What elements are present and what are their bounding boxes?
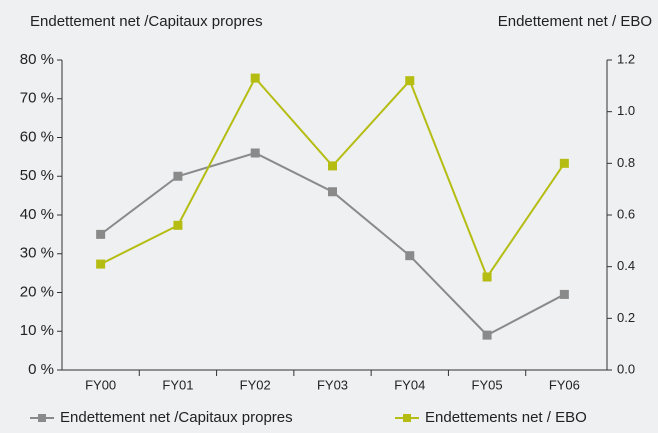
point [250, 148, 260, 158]
legend-marker [38, 414, 46, 422]
y-tick-label: 30 % [20, 245, 54, 262]
series-line [100, 151, 565, 337]
point [559, 289, 569, 299]
x-tick-label: FY02 [240, 377, 271, 392]
point [96, 229, 106, 239]
point [173, 171, 183, 181]
y2-tick-label: 0.4 [617, 258, 635, 273]
point [482, 272, 492, 282]
x-tick-label: FY00 [85, 377, 116, 392]
y-tick-label: 60 % [20, 128, 54, 145]
y2-tick-label: 1.0 [617, 103, 635, 118]
point [405, 251, 415, 261]
y2-tick-label: 0.2 [617, 310, 635, 325]
y2-tick-label: 0.6 [617, 206, 635, 221]
y-tick-label: 10 % [20, 322, 54, 339]
x-tick-label: FY01 [162, 377, 193, 392]
point [328, 187, 337, 197]
x-tick-label: FY03 [317, 377, 348, 392]
legend-label: Endettement net /Capitaux propres [60, 409, 293, 426]
x-tick-label: FY05 [472, 377, 503, 392]
y2-axis-title: Endettement net / EBO [498, 13, 652, 30]
legend-label: Endettements net / EBO [425, 409, 587, 426]
legend-marker [403, 414, 411, 422]
y-tick-label: 40 % [20, 206, 54, 223]
y-axis-title: Endettement net /Capitaux propres [30, 13, 263, 30]
series-line [100, 76, 566, 280]
y-tick-label: 80 % [20, 51, 54, 68]
point [482, 330, 492, 340]
point [173, 220, 183, 230]
x-tick-label: FY04 [394, 377, 425, 392]
point [96, 259, 106, 269]
y-tick-label: 70 % [20, 90, 54, 107]
point [559, 158, 569, 168]
y-tick-label: 0 % [28, 361, 54, 378]
y-tick-label: 20 % [20, 283, 54, 300]
y-tick-label: 50 % [20, 167, 54, 184]
y2-tick-label: 1.2 [617, 51, 635, 66]
y2-tick-label: 0.0 [617, 361, 635, 376]
y2-tick-label: 0.8 [617, 155, 635, 170]
x-tick-label: FY06 [549, 377, 580, 392]
point [405, 76, 415, 86]
point [250, 73, 260, 83]
point [328, 161, 337, 171]
